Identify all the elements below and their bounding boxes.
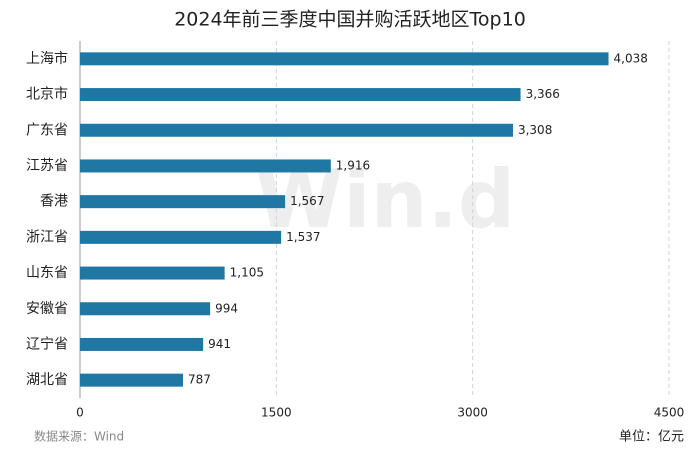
y-tick-label: 安徽省 xyxy=(26,301,68,317)
y-tick-label: 山东省 xyxy=(26,265,68,281)
bar xyxy=(80,266,225,280)
value-label: 1,105 xyxy=(230,266,264,280)
bar xyxy=(80,337,204,351)
y-tick-label: 湖北省 xyxy=(26,372,68,388)
y-tick-label: 香港 xyxy=(40,194,68,210)
x-tick-label: 3000 xyxy=(457,406,488,420)
y-tick-label: 上海市 xyxy=(26,50,68,67)
value-label: 941 xyxy=(208,337,231,351)
x-tick-label: 1500 xyxy=(261,406,292,420)
value-label: 1,567 xyxy=(290,194,324,208)
value-label: 994 xyxy=(215,301,238,315)
bar xyxy=(80,373,184,387)
bar xyxy=(80,123,513,137)
value-label: 4,038 xyxy=(614,51,648,65)
x-tick-label: 4500 xyxy=(654,406,685,420)
bar xyxy=(80,88,521,102)
value-label: 787 xyxy=(188,373,211,387)
chart-title: 2024年前三季度中国并购活跃地区Top10 xyxy=(174,9,526,31)
bar xyxy=(80,52,609,66)
value-label: 3,308 xyxy=(518,123,552,137)
bar xyxy=(80,195,286,209)
bar xyxy=(80,302,211,316)
value-label: 3,366 xyxy=(526,87,560,101)
y-tick-label: 浙江省 xyxy=(26,229,68,245)
y-tick-label: 广东省 xyxy=(26,122,68,138)
unit: 单位：亿元 xyxy=(619,430,684,445)
value-label: 1,537 xyxy=(286,230,320,244)
x-tick-label: 0 xyxy=(76,406,84,420)
y-tick-label: 北京市 xyxy=(26,86,68,103)
value-label: 1,916 xyxy=(336,158,370,172)
y-tick-label: 辽宁省 xyxy=(26,335,68,352)
bar xyxy=(80,230,282,244)
y-tick-label: 江苏省 xyxy=(26,158,68,174)
bar xyxy=(80,159,331,173)
source: 数据来源：Wind xyxy=(34,429,124,444)
